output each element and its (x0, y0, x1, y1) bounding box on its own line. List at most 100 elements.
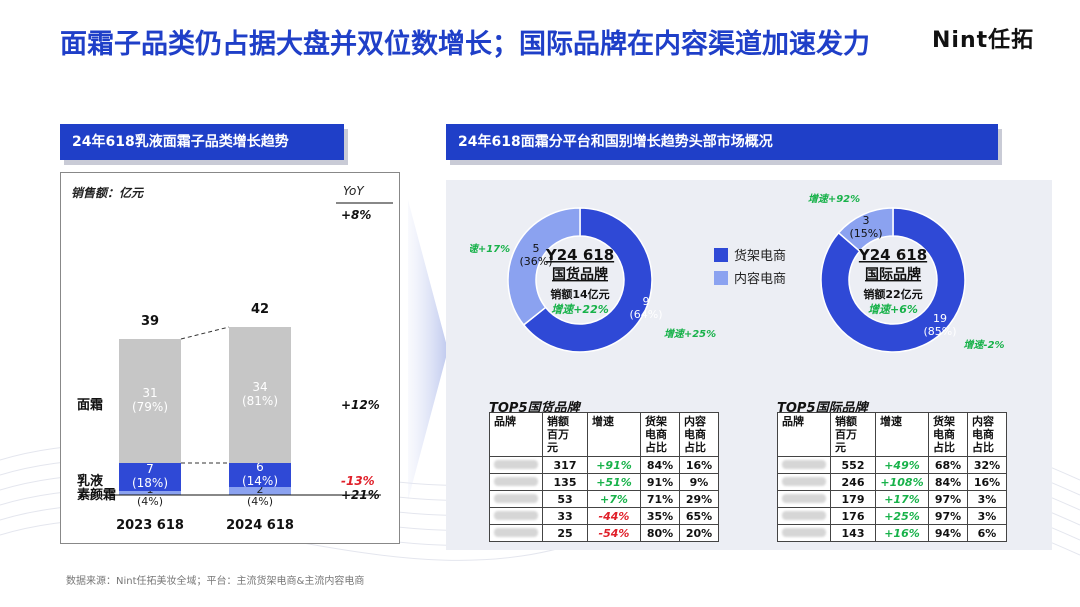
table-row: 135 +51% 91% 9% (489, 473, 719, 491)
donut-slice-label: 9 (64%) (629, 295, 662, 321)
yoy-total-label: +8% (341, 208, 371, 222)
donut-center-title: Y24 618 (858, 246, 927, 264)
table-cell-content: 9% (679, 473, 719, 491)
table-cell-brand (489, 507, 543, 525)
table-cell-content: 20% (679, 524, 719, 542)
table-cell-shelf: 84% (640, 456, 680, 474)
donut-center-sales: 销额22亿元 (863, 287, 922, 301)
bar-total-label: 42 (251, 302, 269, 317)
table-cell-shelf: 68% (928, 456, 968, 474)
bar-data-label: 6 (14%) (242, 460, 278, 488)
table-cell-shelf: 71% (640, 490, 680, 508)
blurred-brand-name (494, 476, 538, 486)
table-cell-growth: -44% (587, 507, 641, 525)
table-header-brand: 品牌 (777, 412, 831, 457)
bar-segment (119, 463, 181, 491)
x-tick-label: 2023 618 (116, 518, 184, 533)
donut-slice-growth: 增速-2% (963, 339, 1004, 351)
blurred-brand-name (494, 510, 538, 520)
blurred-brand-name (782, 510, 826, 520)
blurred-brand-name (782, 493, 826, 503)
table-cell-sales: 53 (542, 490, 588, 508)
donut-center-sales: 销额14亿元 (550, 287, 609, 301)
table-row: 53 +7% 71% 29% (489, 490, 719, 508)
table-row: 246 +108% 84% 16% (777, 473, 1007, 491)
table-cell-brand (777, 524, 831, 542)
table-cell-content: 6% (967, 524, 1007, 542)
table-cell-sales: 246 (830, 473, 876, 491)
legend-swatch-content (714, 270, 728, 285)
donut-center-subtitle: 国货品牌 (552, 266, 608, 283)
table-cell-content: 3% (967, 490, 1007, 508)
table-header-growth: 增速 (875, 412, 929, 457)
left-section-header: 24年618乳液面霜子品类增长趋势 (60, 124, 344, 160)
table-cell-content: 32% (967, 456, 1007, 474)
table-cell-shelf: 84% (928, 473, 968, 491)
blurred-brand-name (494, 459, 538, 469)
table-cell-growth: +16% (875, 524, 929, 542)
legend-item-shelf: 货架电商 (714, 245, 786, 264)
bar-segment (229, 463, 291, 487)
table-row: 552 +49% 68% 32% (777, 456, 1007, 474)
table-cell-brand (777, 507, 831, 525)
donut-slice-growth: 增速+25% (664, 328, 716, 340)
series-name-label: 乳液 (77, 473, 103, 489)
table-row: 143 +16% 94% 6% (777, 524, 1007, 542)
table-cell-shelf: 91% (640, 473, 680, 491)
bar-data-label: 7 (18%) (132, 462, 168, 490)
table-cell-sales: 552 (830, 456, 876, 474)
donut-slice-label: 3 (15%) (849, 214, 882, 240)
yoy-value-label: +12% (341, 398, 380, 412)
table-header-content: 内容 电商 占比 (967, 412, 1007, 457)
bar-segment (119, 491, 181, 495)
table-cell-content: 29% (679, 490, 719, 508)
table-header-brand: 品牌 (489, 412, 543, 457)
blurred-brand-name (782, 459, 826, 469)
series-name-label: 面霜 (77, 398, 103, 413)
bar-data-label: 34 (81%) (242, 380, 278, 408)
donut-center-growth: 增速+6% (868, 303, 918, 316)
bar-segment (229, 327, 291, 463)
table-header-content: 内容 电商 占比 (679, 412, 719, 457)
transition-arrow (408, 200, 448, 500)
table-cell-growth: +51% (587, 473, 641, 491)
table-header-sales: 销额 百万元 (830, 412, 876, 457)
table-cell-growth: +49% (875, 456, 929, 474)
yoy-value-label: -13% (341, 474, 375, 488)
donut-center-growth: 增速+22% (551, 303, 609, 316)
table-cell-growth: +25% (875, 507, 929, 525)
table-cell-growth: +108% (875, 473, 929, 491)
legend-item-content: 内容电商 (714, 268, 786, 287)
bar-data-label: 2 (4%) (247, 483, 273, 508)
table-cell-growth: +91% (587, 456, 641, 474)
yoy-value-label: +21% (341, 488, 380, 502)
blurred-brand-name (494, 493, 538, 503)
legend-label-content: 内容电商 (734, 272, 787, 287)
bar-segment (119, 339, 181, 463)
table-cell-brand (777, 456, 831, 474)
table-row: 176 +25% 97% 3% (777, 507, 1007, 525)
blurred-brand-name (494, 527, 538, 537)
table-international-wrap: 品牌 销额 百万元增速 货架 电商 占比 内容 电商 占比 552 +49% 68% 32% 246 +10… (777, 412, 1007, 542)
table-cell-sales: 135 (542, 473, 588, 491)
table-cell-content: 16% (679, 456, 719, 474)
table-cell-brand (777, 473, 831, 491)
donut-slice-label: 5 (36%) (519, 242, 552, 268)
table-cell-growth: +7% (587, 490, 641, 508)
table-cell-content: 3% (967, 507, 1007, 525)
table-row: 33 -44% 35% 65% (489, 507, 719, 525)
legend-swatch-shelf (714, 247, 728, 262)
connector-line (180, 326, 230, 340)
table-cell-sales: 179 (830, 490, 876, 508)
table-header-growth: 增速 (587, 412, 641, 457)
donut-legend: 货架电商 内容电商 (714, 245, 786, 287)
top5-domestic-table: 品牌 销额 百万元增速 货架 电商 占比 内容 电商 占比 317 +91% 84% 16% 135 +51… (489, 412, 719, 542)
blurred-brand-name (782, 476, 826, 486)
table-cell-sales: 176 (830, 507, 876, 525)
table-cell-shelf: 80% (640, 524, 680, 542)
table-header-shelf: 货架 电商 占比 (928, 412, 968, 457)
table-cell-brand (777, 490, 831, 508)
